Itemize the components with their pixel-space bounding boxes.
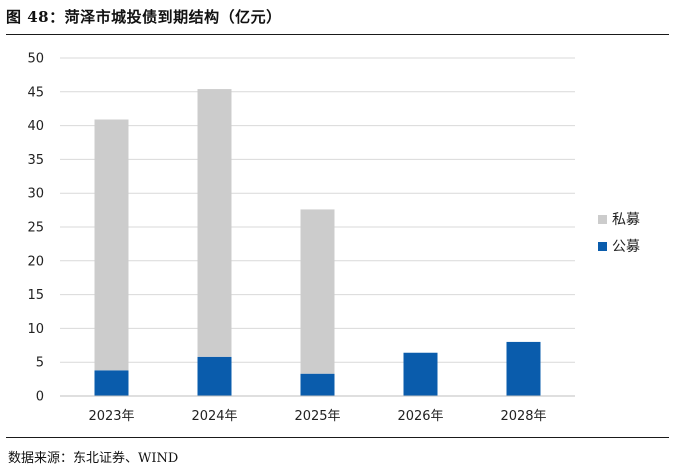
- y-tick-label: 35: [27, 153, 44, 168]
- y-tick-label: 5: [36, 356, 44, 371]
- axes: 0 5 10 15 20 25 30 35 40 45 50 2023年 2024年 2025年 2026年…: [27, 52, 575, 424]
- figure-title: 图 48：菏泽市城投债到期结构（亿元）: [6, 8, 282, 26]
- x-tick-label: 2026年: [397, 409, 443, 424]
- y-tick-label: 30: [27, 187, 44, 202]
- y-tick-label: 45: [27, 85, 44, 100]
- x-tick-label: 2024年: [191, 409, 237, 424]
- bar-public: [197, 356, 232, 396]
- source-divider: [6, 437, 669, 438]
- y-tick-label: 25: [27, 221, 44, 236]
- stacked-bar-chart: 0 5 10 15 20 25 30 35 40 45 50 2023年 2024年 2025年 2026年…: [27, 52, 640, 425]
- x-tick-label: 2023年: [88, 409, 134, 424]
- x-tick-label: 2025年: [294, 409, 340, 424]
- legend-label: 私募: [612, 212, 640, 228]
- bar-public: [403, 352, 438, 396]
- legend-swatch: [598, 215, 607, 224]
- bar-private: [300, 209, 335, 374]
- source-note: 数据来源：东北证券、WIND: [8, 451, 179, 466]
- y-tick-label: 40: [27, 119, 44, 134]
- bars: [94, 89, 541, 396]
- bar-private: [94, 119, 129, 371]
- gridlines: [60, 57, 575, 363]
- y-tick-label: 50: [27, 52, 44, 67]
- legend-label: 公募: [612, 239, 640, 255]
- y-tick-label: 10: [27, 322, 44, 337]
- bar-public: [506, 341, 541, 396]
- x-tick-label: 2028年: [500, 409, 546, 424]
- title-bar: [6, 4, 669, 35]
- y-tick-label: 15: [27, 288, 44, 303]
- legend-swatch: [598, 242, 607, 251]
- bar-private: [197, 89, 232, 357]
- y-tick-label: 0: [36, 390, 44, 405]
- bar-public: [94, 370, 129, 396]
- y-tick-label: 20: [27, 254, 44, 269]
- bar-public: [300, 373, 335, 396]
